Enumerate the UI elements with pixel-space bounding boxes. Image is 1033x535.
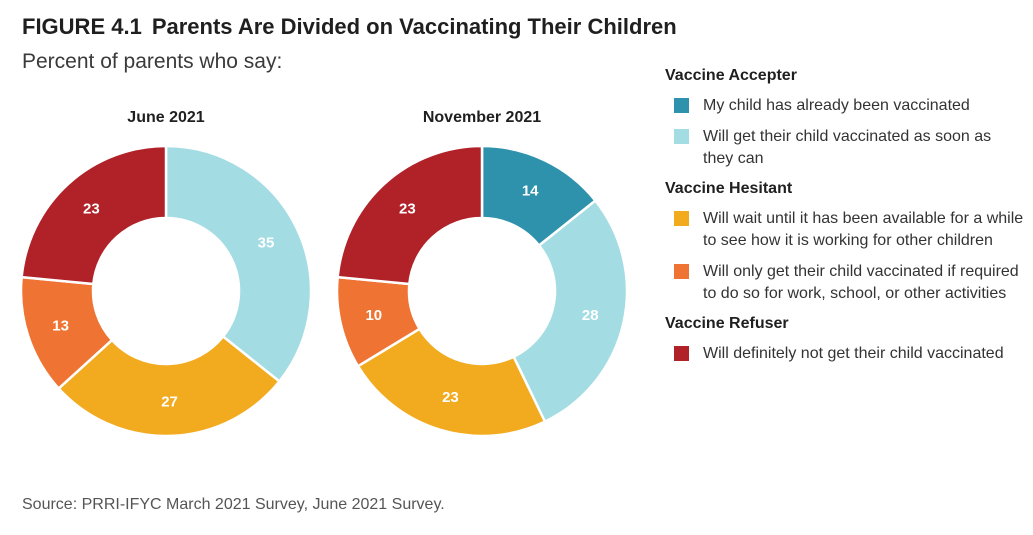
legend-item: My child has already been vaccinated: [665, 95, 1025, 117]
legend-item-label: Will definitely not get their child vacc…: [703, 345, 1004, 362]
legend-group-accepter: Vaccine Accepter My child has already be…: [665, 66, 1025, 170]
legend-swatch: [674, 346, 689, 361]
donut-slice-wait-and-see: [356, 327, 547, 438]
data-label-definitely-not: 23: [83, 200, 100, 217]
donut-chart-november-2021: 14 28 23 10 23: [335, 144, 629, 438]
legend-item-label: Will wait until it has been available fo…: [703, 210, 1024, 249]
donut-slice-as-soon-as-possible: [512, 198, 629, 424]
donut-slice-wait-and-see: [56, 334, 282, 438]
data-label-only-if-required: 13: [52, 317, 69, 334]
data-label-wait-and-see: 27: [161, 393, 178, 410]
legend-item: Will get their child vaccinated as soon …: [665, 126, 1025, 170]
data-label-as-soon-as-possible: 28: [582, 307, 599, 324]
data-label-only-if-required: 10: [365, 307, 382, 324]
figure-title: FIGURE 4.1 Parents Are Divided on Vaccina…: [22, 14, 677, 40]
legend-swatch: [674, 129, 689, 144]
figure-number: FIGURE 4.1: [22, 14, 142, 39]
donut-slice-definitely-not: [336, 144, 484, 286]
figure-title-text: Parents Are Divided on Vaccinating Their…: [151, 14, 677, 39]
data-label-already-vaccinated: 14: [522, 182, 539, 199]
data-label-wait-and-see: 23: [442, 389, 459, 406]
legend-swatch: [674, 264, 689, 279]
legend-group-refuser: Vaccine Refuser Will definitely not get …: [665, 314, 1025, 365]
donut-chart-june-2021: 35 27 13 23: [19, 144, 313, 438]
data-label-definitely-not: 23: [399, 200, 416, 217]
legend-item: Will wait until it has been available fo…: [665, 208, 1025, 252]
donut-slice-as-soon-as-possible: [164, 144, 313, 384]
chart-title-june-2021: June 2021: [127, 109, 205, 126]
legend-group-title: Vaccine Hesitant: [665, 180, 793, 197]
data-label-as-soon-as-possible: 35: [258, 234, 275, 251]
source-note: Source: PRRI-IFYC March 2021 Survey, Jun…: [22, 496, 445, 513]
legend-item-label: Will get their child vaccinated as soon …: [703, 128, 992, 167]
legend-swatch: [674, 211, 689, 226]
chart-title-november-2021: November 2021: [422, 109, 542, 126]
donut-slice-definitely-not: [20, 144, 168, 286]
legend-swatch: [674, 98, 689, 113]
legend-item-label: My child has already been vaccinated: [703, 97, 970, 114]
legend-item: Will only get their child vaccinated if …: [665, 261, 1025, 305]
legend-item-label: Will only get their child vaccinated if …: [703, 263, 1019, 302]
legend-item: Will definitely not get their child vacc…: [665, 343, 1025, 365]
figure-subtitle: Percent of parents who say:: [22, 50, 283, 73]
legend: Vaccine Accepter My child has already be…: [665, 66, 1025, 374]
legend-group-title: Vaccine Accepter: [665, 67, 797, 84]
legend-group-hesitant: Vaccine Hesitant Will wait until it has …: [665, 179, 1025, 305]
legend-group-title: Vaccine Refuser: [665, 315, 789, 332]
